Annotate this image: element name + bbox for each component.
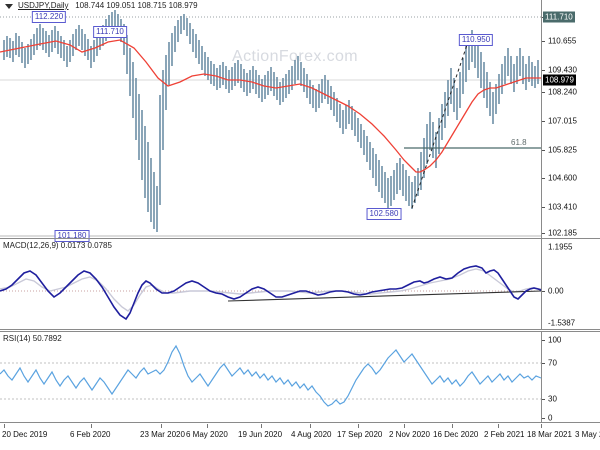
candlestick-series xyxy=(3,10,539,232)
rsi-title: RSI(14) 50.7892 xyxy=(3,334,62,343)
date-axis-label: 17 Sep 2020 xyxy=(337,430,383,439)
date-axis-label: 2 Nov 2020 xyxy=(389,430,430,439)
date-axis-label: 23 Mar 2020 xyxy=(140,430,185,439)
rsi-axis-label: 100 xyxy=(548,335,562,345)
date-axis-label-last: 3 May 2021 xyxy=(575,430,600,439)
rsi-axis-label: 70 xyxy=(548,358,557,368)
date-axis-label: 6 May 2020 xyxy=(186,430,228,439)
annotation-101180: 101.180 xyxy=(54,230,90,242)
price-plot xyxy=(0,10,541,237)
date-axis-label: 4 Aug 2020 xyxy=(291,430,332,439)
macd-axis-label: 0.00 xyxy=(548,286,564,296)
fib-618-label: 61.8 xyxy=(511,138,527,147)
date-axis-label: 6 Feb 2020 xyxy=(70,430,111,439)
annotation-102580: 102.580 xyxy=(366,208,402,220)
rsi-panel: RSI(14) 50.7892 100 70 30 0 xyxy=(0,331,600,423)
rsi-axis: 100 70 30 0 xyxy=(541,332,600,423)
rsi-axis-label: 0 xyxy=(548,413,553,423)
price-axis-label: 109.430 xyxy=(548,65,577,75)
macd-axis: 1.1955 0.00 -1.5387 xyxy=(541,239,600,329)
annotation-111710: 111.710 xyxy=(93,26,127,38)
date-axis: 20 Dec 2019 6 Feb 2020 23 Mar 2020 6 May… xyxy=(0,424,600,446)
date-axis-label: 18 Mar 2021 xyxy=(527,430,572,439)
macd-plot xyxy=(0,265,542,321)
price-axis-label: 107.015 xyxy=(548,116,577,126)
date-axis-label: 2 Feb 2021 xyxy=(484,430,525,439)
uptrend-dashed-line xyxy=(411,35,471,209)
date-axis-label: 19 Jun 2020 xyxy=(238,430,283,439)
annotation-110950: 110.950 xyxy=(458,34,494,46)
chevron-down-icon[interactable] xyxy=(5,4,13,9)
price-axis-label: 105.825 xyxy=(548,145,577,155)
price-panel: USDJPY,Daily 108.744 109.051 108.715 108… xyxy=(0,0,600,242)
price-axis: 111.710 110.655 109.430 108.979 108.240 … xyxy=(541,0,600,238)
ohlc-values: 108.744 109.051 108.715 108.979 xyxy=(75,1,198,10)
macd-axis-label: -1.5387 xyxy=(548,318,576,328)
macd-title: MACD(12,26,9) 0.0173 0.0785 xyxy=(3,241,112,250)
watermark: ActionForex.com xyxy=(232,48,359,65)
annotation-112220: 112.220 xyxy=(31,11,67,23)
rsi-line xyxy=(0,344,542,407)
price-axis-label: 108.240 xyxy=(548,87,577,97)
rsi-axis-label: 30 xyxy=(548,394,557,404)
macd-axis-label: 1.1955 xyxy=(548,242,573,252)
symbol-label: USDJPY,Daily xyxy=(18,1,69,10)
date-axis-label: 20 Dec 2019 xyxy=(2,430,48,439)
date-axis-label: 16 Dec 2020 xyxy=(433,430,479,439)
price-axis-top-highlight: 111.710 xyxy=(543,11,575,23)
macd-line xyxy=(0,265,542,321)
price-axis-label: 104.600 xyxy=(548,173,577,183)
price-axis-label: 110.655 xyxy=(548,36,577,46)
price-panel-header: USDJPY,Daily 108.744 109.051 108.715 108… xyxy=(18,1,198,10)
price-axis-label: 103.410 xyxy=(548,202,577,212)
price-axis-label: 102.185 xyxy=(548,228,577,238)
macd-panel: MACD(12,26,9) 0.0173 0.0785 1.1955 0.00 … xyxy=(0,238,600,330)
moving-average-line xyxy=(0,39,541,173)
rsi-plot xyxy=(0,344,542,407)
macd-trendline xyxy=(227,290,542,302)
price-axis-current-price: 108.979 xyxy=(543,74,576,86)
